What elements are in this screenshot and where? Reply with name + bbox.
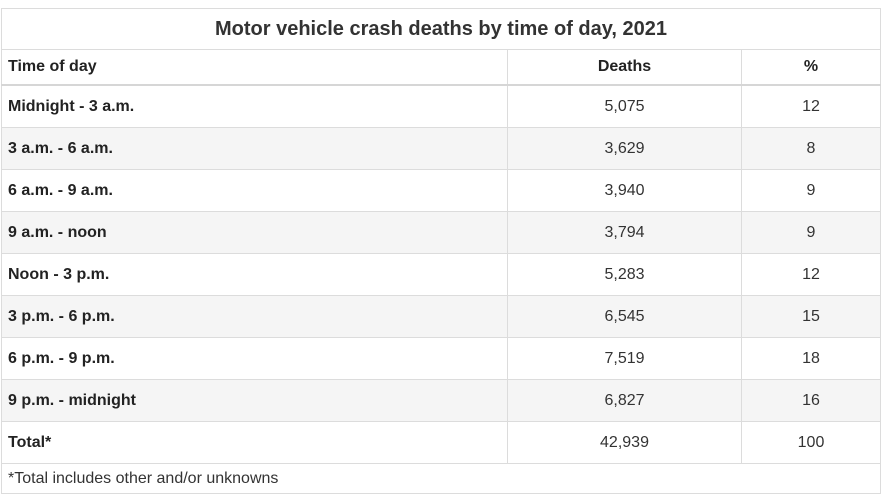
table-row: 9 p.m. - midnight 6,827 16	[1, 379, 881, 422]
crash-deaths-table-container: Motor vehicle crash deaths by time of da…	[1, 8, 881, 494]
table-row: 6 a.m. - 9 a.m. 3,940 9	[1, 169, 881, 212]
header-row: Time of day Deaths %	[1, 49, 881, 86]
table-row: 6 p.m. - 9 p.m. 7,519 18	[1, 337, 881, 380]
table-row: Noon - 3 p.m. 5,283 12	[1, 253, 881, 296]
table-row: Midnight - 3 a.m. 5,075 12	[1, 84, 881, 128]
column-header-time-of-day: Time of day	[1, 49, 508, 86]
row-percent: 12	[741, 84, 881, 128]
table-title: Motor vehicle crash deaths by time of da…	[1, 8, 881, 50]
row-label: 9 a.m. - noon	[1, 211, 508, 254]
row-percent: 16	[741, 379, 881, 422]
row-percent: 8	[741, 127, 881, 170]
total-label: Total*	[1, 421, 508, 464]
row-deaths: 3,629	[507, 127, 742, 170]
row-label: Midnight - 3 a.m.	[1, 84, 508, 128]
row-deaths: 6,545	[507, 295, 742, 338]
row-label: 3 p.m. - 6 p.m.	[1, 295, 508, 338]
row-label: Noon - 3 p.m.	[1, 253, 508, 296]
row-label: 3 a.m. - 6 a.m.	[1, 127, 508, 170]
row-percent: 12	[741, 253, 881, 296]
column-header-percent: %	[741, 49, 881, 86]
row-percent: 18	[741, 337, 881, 380]
row-deaths: 7,519	[507, 337, 742, 380]
table-row: 3 p.m. - 6 p.m. 6,545 15	[1, 295, 881, 338]
table-row: 3 a.m. - 6 a.m. 3,629 8	[1, 127, 881, 170]
row-percent: 9	[741, 211, 881, 254]
row-percent: 15	[741, 295, 881, 338]
row-deaths: 3,794	[507, 211, 742, 254]
row-percent: 9	[741, 169, 881, 212]
crash-deaths-table: Motor vehicle crash deaths by time of da…	[1, 8, 881, 494]
total-deaths: 42,939	[507, 421, 742, 464]
total-percent: 100	[741, 421, 881, 464]
row-deaths: 6,827	[507, 379, 742, 422]
row-deaths: 5,283	[507, 253, 742, 296]
row-label: 6 p.m. - 9 p.m.	[1, 337, 508, 380]
column-header-deaths: Deaths	[507, 49, 742, 86]
total-row: Total* 42,939 100	[1, 421, 881, 464]
table-row: 9 a.m. - noon 3,794 9	[1, 211, 881, 254]
row-label: 9 p.m. - midnight	[1, 379, 508, 422]
row-deaths: 5,075	[507, 84, 742, 128]
row-label: 6 a.m. - 9 a.m.	[1, 169, 508, 212]
table-footnote: *Total includes other and/or unknowns	[1, 463, 881, 494]
row-deaths: 3,940	[507, 169, 742, 212]
